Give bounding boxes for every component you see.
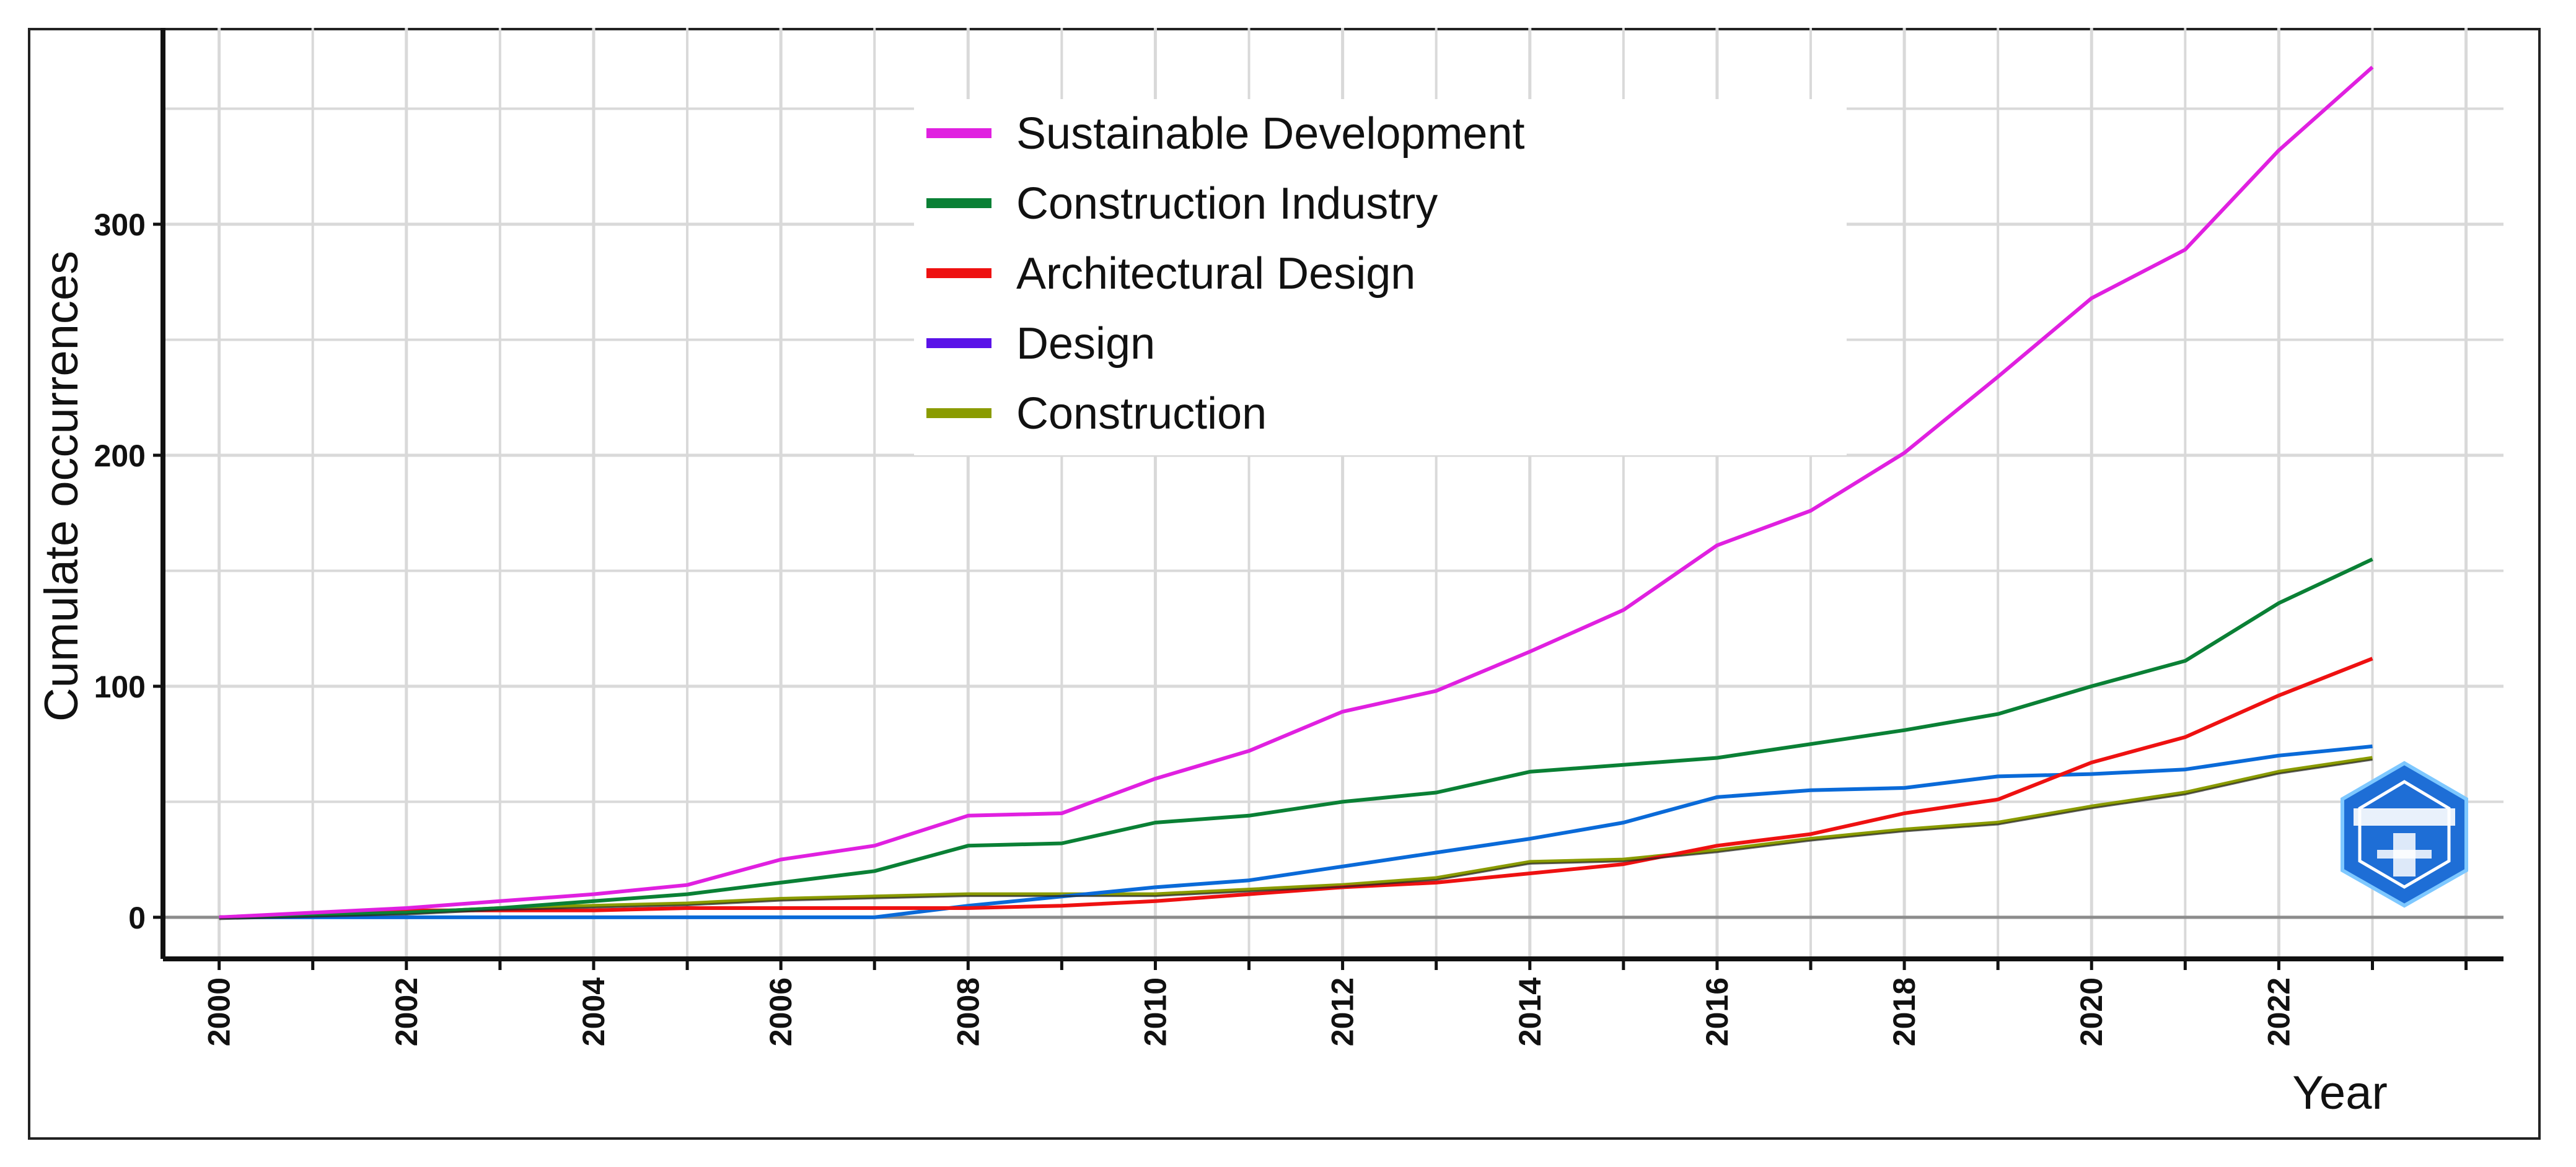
legend-label: Construction Industry [1016,179,1438,229]
legend-label: Construction [1016,389,1267,439]
hexagon-logo-icon [2341,761,2468,908]
y-axis-title: Cumulate occurrences [35,251,88,722]
x-axis-title: Year [2292,1067,2388,1119]
x-tick-label: 2004 [576,977,611,1046]
series-line [219,657,2373,919]
series-line-shadow [219,759,2373,920]
series-line [219,66,2374,919]
x-tick-label: 2006 [763,977,798,1046]
series-line [219,744,2373,919]
y-tick-label: 100 [94,670,146,704]
y-tick-label: 200 [94,439,146,473]
x-tick-label: 2002 [389,977,424,1046]
x-tick-label: 2016 [1700,977,1734,1046]
legend-label: Architectural Design [1016,249,1415,299]
x-tick-label: 2000 [202,977,237,1046]
x-tick-label: 2020 [2074,977,2109,1046]
series-lines [219,66,2374,920]
series-line [219,557,2373,919]
x-tick-label: 2022 [2261,977,2296,1046]
x-tick-label: 2018 [1887,977,1922,1046]
series-line [219,756,2373,919]
x-tick-label: 2010 [1138,977,1172,1046]
legend: Sustainable Development Construction Indu… [914,99,1847,455]
legend-box [914,99,1847,455]
y-tick-label: 0 [128,901,146,935]
legend-label: Sustainable Development [1016,109,1525,159]
axis-labels: Cumulate occurrences Year [35,251,2388,1119]
legend-label: Design [1016,319,1155,369]
axes: 2000 2002 2004 2006 2008 2010 2012 2014 2016 2018… [94,28,2503,1046]
x-tick-label: 2012 [1325,977,1360,1046]
x-tick-label: 2008 [951,977,985,1046]
x-tick-label: 2014 [1513,977,1547,1046]
y-tick-label: 300 [94,208,146,242]
